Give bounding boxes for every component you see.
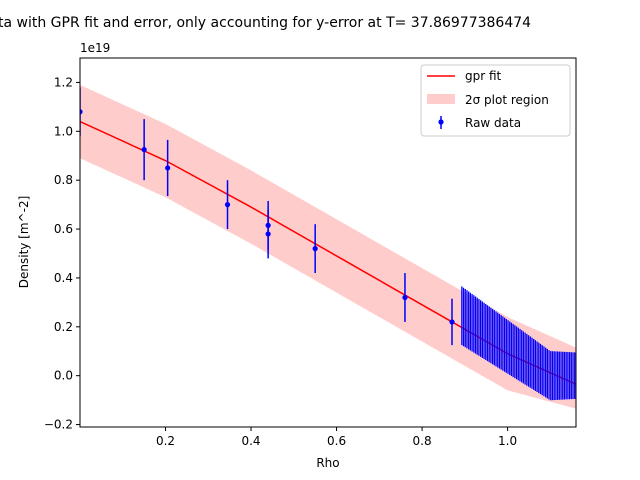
raw-data-point xyxy=(224,202,231,208)
axis-ticks: 0.2 0.4 0.6 0.8 1.0 −0.2 0.0 0.2 0.4 0.6 0.8 1.0 1.2 xyxy=(44,75,517,448)
legend-raw-marker xyxy=(438,119,444,125)
x-axis-label: Rho xyxy=(316,456,339,470)
raw-data-point xyxy=(402,294,408,301)
legend-gpr-label: gpr fit xyxy=(465,69,502,83)
legend: gpr fit 2σ plot region Raw data xyxy=(420,64,571,137)
x-tick-label: 0.4 xyxy=(241,434,260,448)
x-tick-label: 0.6 xyxy=(327,434,346,448)
y-tick-label: 0.2 xyxy=(54,320,73,334)
legend-band-swatch xyxy=(427,94,455,104)
raw-data-point xyxy=(141,147,147,153)
plot-content xyxy=(80,84,576,409)
x-tick-label: 1.0 xyxy=(498,434,517,448)
x-tick-label: 0.8 xyxy=(413,434,432,448)
y-tick-label: 0.0 xyxy=(54,369,73,383)
legend-band-label: 2σ plot region xyxy=(465,93,549,107)
plot-frame xyxy=(79,57,577,428)
raw-data-point xyxy=(449,319,455,325)
raw-data-point xyxy=(265,231,271,237)
raw-data-point xyxy=(165,165,171,171)
y-tick-label: 0.6 xyxy=(54,222,73,236)
y-axis-label: Density [m^-2] xyxy=(17,196,31,289)
y-tick-label: 0.4 xyxy=(54,271,73,285)
y-tick-label: 1.0 xyxy=(54,124,73,138)
y-tick-label: −0.2 xyxy=(44,418,73,432)
y-tick-label: 0.8 xyxy=(54,173,73,187)
legend-box xyxy=(420,64,571,137)
plot-area xyxy=(80,84,576,409)
legend-raw-label: Raw data xyxy=(465,116,521,130)
chart-title: ta with GPR fit and error, only accounti… xyxy=(0,15,531,31)
raw-data-point xyxy=(80,109,83,115)
raw-data-point xyxy=(312,246,318,252)
y-offset-label: 1e19 xyxy=(80,41,110,55)
y-tick-label: 1.2 xyxy=(54,75,73,89)
x-tick-label: 0.2 xyxy=(156,434,175,448)
